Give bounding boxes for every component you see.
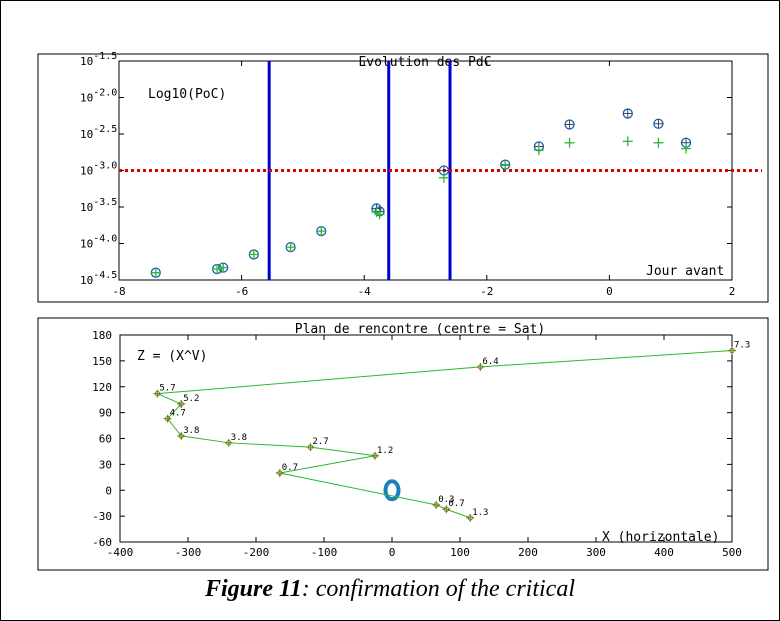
chart1-xtick-label: -4 [358, 285, 372, 298]
chart2-point-label: 2.7 [312, 437, 328, 447]
chart2-point-label: 1.3 [472, 508, 488, 518]
chart1-title: Evolution des PdC [358, 55, 491, 70]
poc-evolution-chart: Evolution des PdC Log10(PoC) Jour avant … [37, 51, 769, 303]
chart2-point [275, 469, 284, 477]
chart1-plus-point [248, 249, 259, 260]
chart1-plus-point [533, 145, 544, 156]
chart2-ytick-label: -30 [92, 510, 112, 523]
chart2-xtick-label: 300 [586, 546, 606, 559]
chart2-point-label: 0.7 [282, 463, 298, 473]
chart2-xtick-label: 200 [518, 546, 538, 559]
chart2-xtick-label: -100 [311, 546, 338, 559]
chart1-circle-point [622, 108, 633, 119]
chart2-point [466, 513, 475, 522]
chart1-ytick-label: 10-3.5 [80, 197, 117, 214]
chart1-plus-point [316, 226, 327, 237]
chart1-ytick-label: 10-4.0 [80, 234, 117, 251]
figure-caption: Figure 11: confirmation of the critical [0, 576, 780, 603]
chart1-plus-point [653, 137, 664, 148]
chart2-ytick-label: 90 [99, 407, 112, 420]
chart2-point-label: 5.7 [159, 384, 175, 394]
chart2-point [371, 451, 379, 460]
chart2-point [224, 438, 233, 447]
chart2-ylabel: Z = (X^V) [137, 349, 207, 364]
chart2-point-label: 0.7 [448, 499, 464, 509]
chart2-center-marker [383, 479, 401, 502]
chart1-xtick-label: -2 [480, 285, 493, 298]
chart2-xtick-label: 400 [654, 546, 674, 559]
chart2-point [476, 362, 485, 371]
chart1-plus-point [564, 137, 575, 148]
chart1-plus-point [212, 264, 223, 275]
chart2-point-label: 7.3 [734, 341, 750, 351]
chart2-point [163, 414, 172, 423]
chart2-ytick-label: 30 [99, 458, 112, 471]
chart2-xtick-label: 500 [722, 546, 742, 559]
chart1-xtick-label: 2 [729, 285, 736, 298]
chart1-plus-point [500, 160, 511, 171]
chart1-circle-point [564, 119, 575, 130]
chart1-ytick-label: 10-4.5 [80, 270, 117, 287]
chart1-xtick-label: -6 [235, 285, 248, 298]
chart2-point [177, 400, 186, 408]
chart2-xlabel: X (horizontale) [602, 530, 719, 545]
chart1-plus-point [438, 172, 449, 183]
chart1-plus-point [374, 209, 385, 220]
chart1-plus-point [285, 242, 296, 253]
chart1-plus-point [218, 262, 229, 273]
chart1-ytick-label: 10-2.0 [80, 88, 117, 105]
chart2-ytick-label: 60 [99, 433, 112, 446]
chart2-xtick-label: 0 [389, 546, 396, 559]
chart2-point [728, 346, 736, 355]
chart2-point-label: 6.4 [482, 357, 498, 367]
chart2-xtick-label: -200 [243, 546, 270, 559]
chart2-ytick-label: 180 [92, 329, 112, 342]
chart2-point-label: 3.8 [231, 433, 247, 443]
chart2-point [306, 443, 315, 452]
caption-text: : confirmation of the critical [301, 576, 575, 602]
caption-figure-label: Figure 11 [205, 576, 302, 602]
chart1-plus-point [681, 143, 692, 154]
chart2-ytick-label: -60 [92, 536, 112, 549]
chart1-plus-point [622, 136, 633, 147]
chart1-ylabel: Log10(PoC) [148, 87, 226, 102]
chart2-point-label: 3.8 [183, 426, 199, 436]
encounter-plane-chart: Plan de rencontre (centre = Sat) Z = (X^… [37, 317, 769, 571]
chart1-xtick-label: 0 [606, 285, 613, 298]
chart2-ytick-label: 150 [92, 355, 112, 368]
chart2-point-label: 0.3 [438, 495, 454, 505]
chart1-xtick-label: -8 [112, 285, 125, 298]
chart2-point [177, 431, 186, 440]
chart1-xlabel: Jour avant [646, 264, 724, 279]
chart2-xtick-label: 100 [450, 546, 470, 559]
chart2-ytick-label: 120 [92, 381, 112, 394]
chart2-xtick-label: -300 [175, 546, 202, 559]
chart2-point [153, 389, 162, 398]
chart2-point-label: 4.7 [170, 409, 186, 419]
chart2-title: Plan de rencontre (centre = Sat) [295, 322, 545, 337]
chart1-plus-point [150, 267, 161, 278]
chart2-point-label: 5.2 [183, 394, 199, 404]
chart2-xtick-label: -400 [107, 546, 134, 559]
chart1-ytick-label: 10-3.0 [80, 161, 117, 178]
chart2-point [442, 505, 451, 514]
chart1-ytick-label: 10-1.5 [80, 51, 117, 68]
chart2-point-label: 1.2 [377, 446, 393, 456]
chart2-point [432, 500, 441, 509]
chart2-ytick-label: 0 [105, 484, 112, 497]
chart1-circle-point [653, 118, 664, 129]
chart1-ytick-label: 10-2.5 [80, 124, 117, 141]
